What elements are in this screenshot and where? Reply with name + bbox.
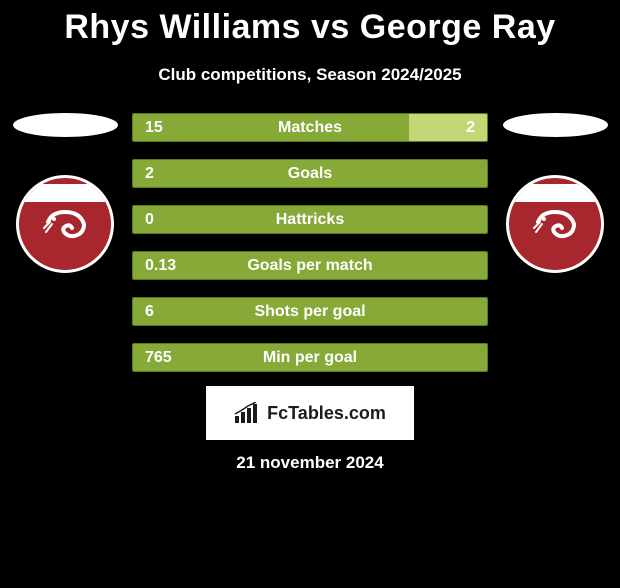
stat-value-right: 2 — [466, 119, 475, 137]
stat-label: Goals per match — [133, 257, 487, 275]
left-player-col — [10, 113, 120, 273]
stat-label: Goals — [133, 165, 487, 183]
player-placeholder-left — [13, 113, 118, 137]
page-title: Rhys Williams vs George Ray — [10, 8, 610, 47]
stat-bar-matches: 15Matches2 — [132, 113, 488, 142]
shrimp-icon — [40, 204, 90, 244]
club-badge-left — [16, 175, 114, 273]
date-label: 21 november 2024 — [10, 453, 610, 473]
stat-bar-goals: 2Goals — [132, 159, 488, 188]
stat-label: Shots per goal — [133, 303, 487, 321]
club-badge-right — [506, 175, 604, 273]
stat-label: Min per goal — [133, 349, 487, 367]
stat-bar-hattricks: 0Hattricks — [132, 205, 488, 234]
stat-label: Hattricks — [133, 211, 487, 229]
page-subtitle: Club competitions, Season 2024/2025 — [10, 65, 610, 85]
shrimp-icon — [530, 204, 580, 244]
stat-bar-goals-per-match: 0.13Goals per match — [132, 251, 488, 280]
fctables-logo[interactable]: FcTables.com — [206, 386, 414, 440]
stat-label: Matches — [133, 119, 487, 137]
stat-bar-shots-per-goal: 6Shots per goal — [132, 297, 488, 326]
logo-text: FcTables.com — [267, 403, 386, 424]
comparison-widget: Rhys Williams vs George Ray Club competi… — [0, 8, 620, 473]
bar-chart-icon — [234, 402, 260, 424]
stat-bar-min-per-goal: 765Min per goal — [132, 343, 488, 372]
stats-column: 15Matches22Goals0Hattricks0.13Goals per … — [132, 113, 488, 372]
main-row: 15Matches22Goals0Hattricks0.13Goals per … — [10, 113, 610, 372]
right-player-col — [500, 113, 610, 273]
player-placeholder-right — [503, 113, 608, 137]
